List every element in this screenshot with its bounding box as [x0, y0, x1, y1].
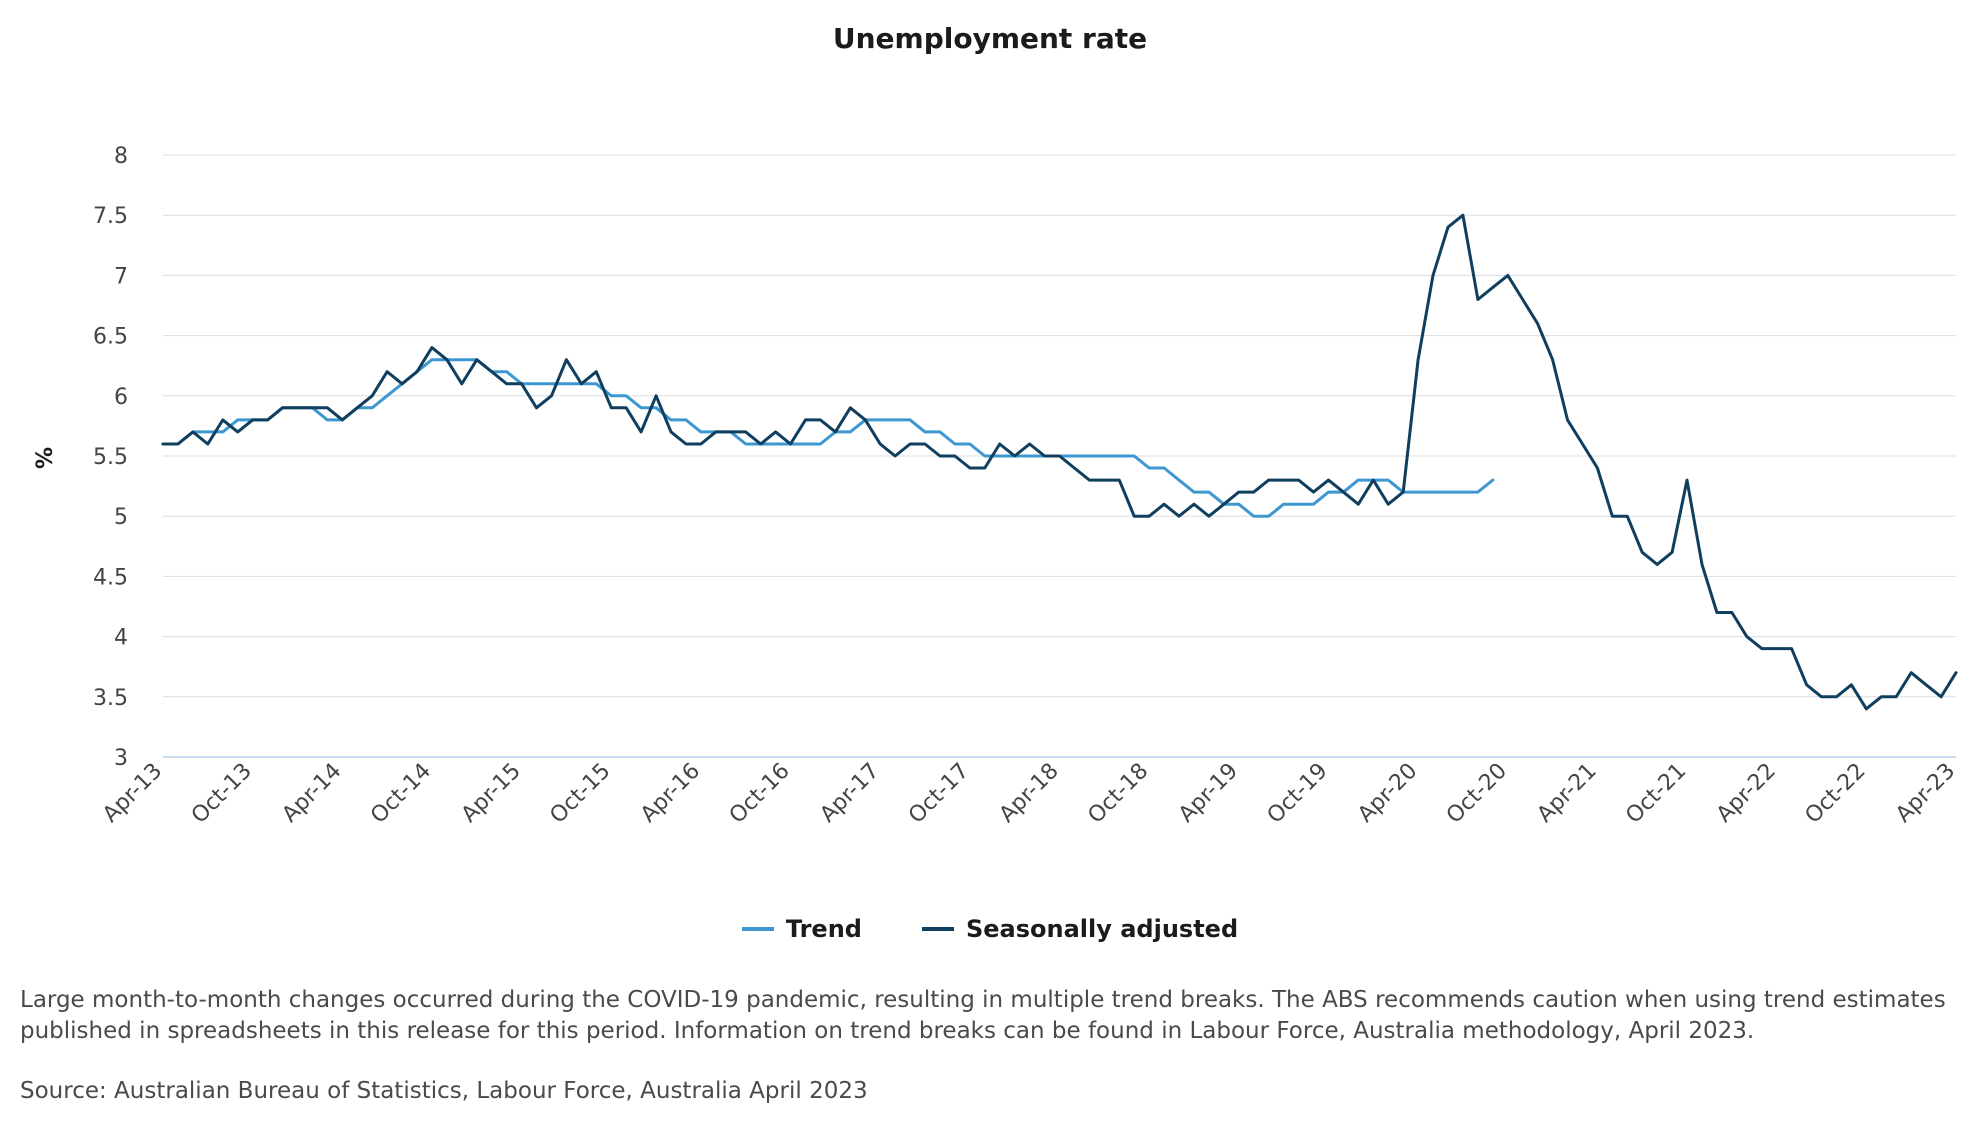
x-tick-label: Apr-22 — [1712, 759, 1781, 828]
trend-swatch — [741, 927, 774, 931]
x-tick-label: Apr-15 — [457, 759, 526, 828]
x-tick-label: Apr-20 — [1353, 759, 1422, 828]
x-tick-label: Apr-19 — [1174, 759, 1243, 828]
x-tick-label: Oct-17 — [904, 759, 974, 829]
series-lines — [161, 213, 1958, 711]
chart-title: Unemployment rate — [832, 22, 1148, 55]
series-line-seasonally-adjusted — [161, 213, 1958, 711]
seasonally-adjusted-swatch — [921, 927, 954, 931]
x-tick-label: Oct-13 — [187, 759, 257, 829]
x-tick-label: Apr-14 — [278, 759, 347, 828]
x-tick-label: Oct-18 — [1083, 759, 1153, 829]
grid-lines — [163, 154, 1956, 758]
legend-item-trend[interactable]: Trend — [741, 915, 862, 943]
x-tick-label: Oct-15 — [546, 759, 616, 829]
legend-item-seasonally-adjusted[interactable]: Seasonally adjusted — [921, 915, 1239, 943]
y-tick-label: 4 — [114, 626, 128, 651]
series-line-trend — [161, 358, 1495, 518]
x-tick-label: Oct-22 — [1801, 759, 1871, 829]
y-tick-label: 6.5 — [93, 325, 128, 350]
x-tick-label: Oct-19 — [1263, 759, 1333, 829]
y-tick-label: 7 — [114, 264, 128, 289]
legend-label-trend: Trend — [785, 915, 862, 943]
x-tick-label: Apr-13 — [98, 759, 167, 828]
y-tick-label: 3 — [114, 746, 128, 771]
legend: Trend Seasonally adjusted — [0, 915, 1980, 943]
y-tick-label: 5 — [114, 505, 128, 530]
y-tick-label: 5.5 — [93, 445, 128, 470]
x-tick-label: Apr-23 — [1891, 759, 1960, 828]
legend-label-seasonally-adjusted: Seasonally adjusted — [965, 915, 1239, 943]
y-tick-label: 3.5 — [93, 686, 128, 711]
source-note: Source: Australian Bureau of Statistics,… — [20, 1078, 868, 1104]
line-chart: 3 3.5 4 4.5 5 5.5 6 6.5 7 7.5 8 Apr-13 Oct-13 Apr-14… — [33, 144, 1960, 829]
y-tick-label: 8 — [114, 144, 128, 169]
y-tick-labels: 3 3.5 4 4.5 5 5.5 6 6.5 7 7.5 8 — [93, 144, 128, 771]
footnote: Large month-to-month changes occurred du… — [20, 987, 1946, 1044]
y-tick-label: 7.5 — [93, 204, 128, 229]
x-tick-label: Apr-16 — [636, 759, 705, 828]
x-tick-label: Apr-18 — [995, 759, 1064, 828]
x-tick-label: Oct-14 — [366, 759, 436, 829]
y-axis-label: % — [33, 447, 58, 469]
x-tick-label: Oct-21 — [1621, 759, 1691, 829]
y-tick-label: 6 — [114, 385, 128, 410]
x-tick-label: Oct-20 — [1442, 759, 1512, 829]
x-tick-label: Apr-17 — [815, 759, 884, 828]
y-tick-label: 4.5 — [93, 565, 128, 590]
x-tick-label: Apr-21 — [1533, 759, 1602, 828]
x-tick-labels: Apr-13 Oct-13 Apr-14 Oct-14 Apr-15 Oct-15 Apr-… — [98, 759, 1960, 829]
x-tick-label: Oct-16 — [725, 759, 795, 829]
